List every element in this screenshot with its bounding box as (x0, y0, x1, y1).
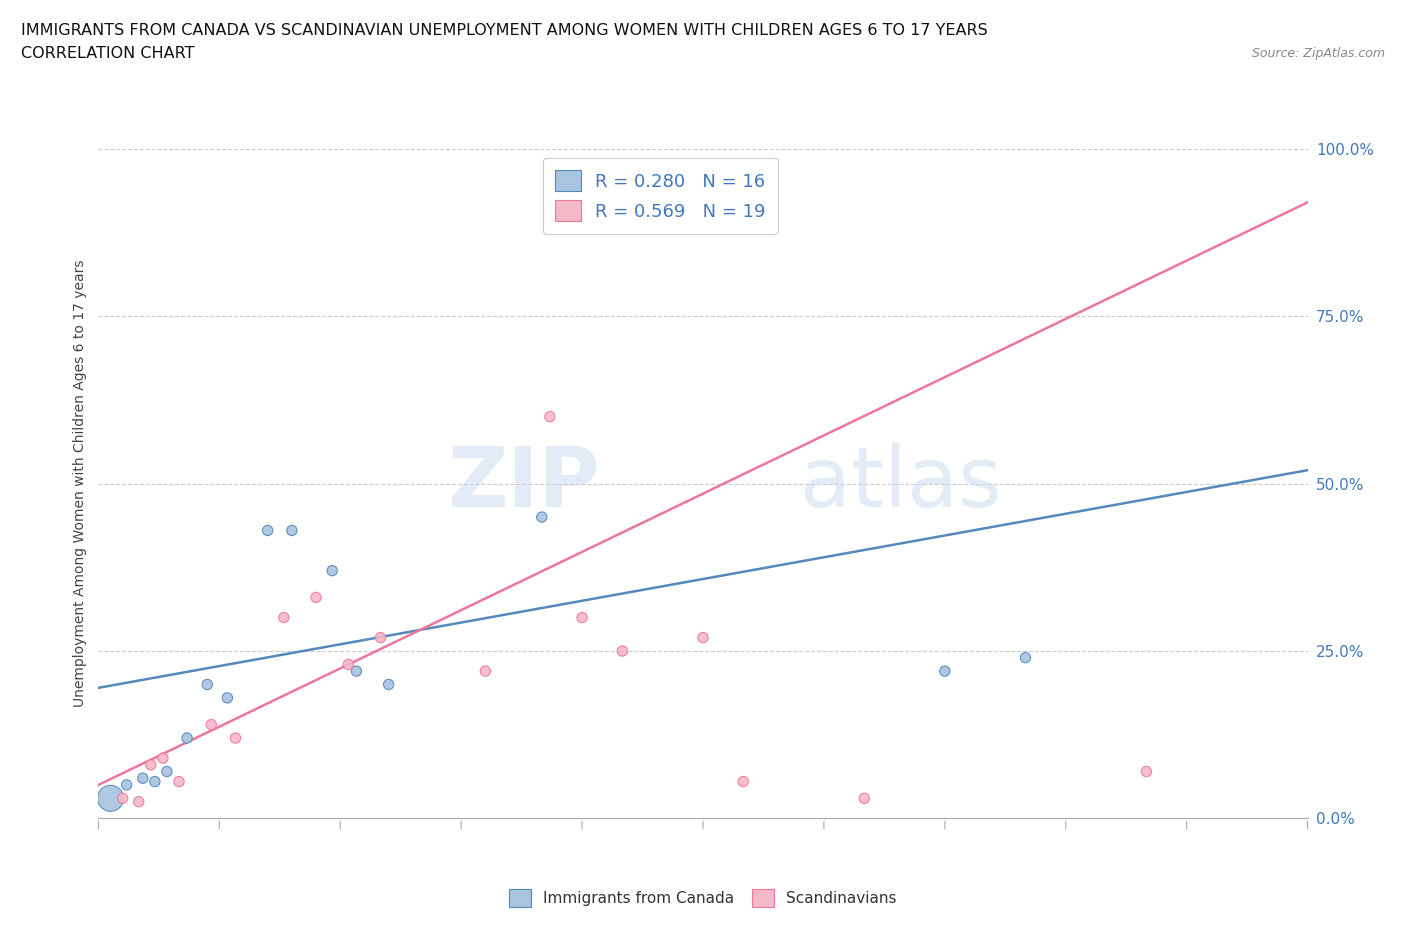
Point (321, 564, 343, 578)
Point (612, 644, 634, 658)
Text: ZIP: ZIP (447, 443, 600, 525)
Text: atlas: atlas (800, 443, 1001, 525)
Point (692, 631, 714, 645)
Point (167, 774, 190, 789)
Point (733, 774, 755, 789)
Point (256, 523, 278, 538)
Point (111, 790, 134, 805)
Point (152, 751, 174, 765)
Point (377, 677, 399, 692)
Point (538, 409, 561, 424)
Point (1014, 650, 1036, 665)
Point (132, 771, 155, 786)
Point (1135, 764, 1157, 779)
Point (344, 664, 367, 679)
Point (934, 664, 956, 679)
Point (224, 731, 246, 746)
Point (571, 610, 593, 625)
Point (217, 690, 239, 705)
Text: CORRELATION CHART: CORRELATION CHART (21, 46, 194, 61)
Point (530, 510, 553, 525)
Point (474, 664, 496, 679)
Point (195, 677, 218, 692)
Point (176, 731, 198, 746)
Point (200, 717, 222, 732)
Point (100, 790, 122, 805)
Point (156, 764, 179, 779)
Legend: Immigrants from Canada, Scandinavians: Immigrants from Canada, Scandinavians (503, 884, 903, 913)
Point (139, 757, 162, 772)
Legend: R = 0.280   N = 16, R = 0.569   N = 19: R = 0.280 N = 16, R = 0.569 N = 19 (543, 158, 779, 233)
Point (305, 590, 328, 604)
Point (370, 631, 392, 645)
Point (273, 610, 295, 625)
Point (143, 774, 166, 789)
Text: Source: ZipAtlas.com: Source: ZipAtlas.com (1251, 46, 1385, 60)
Point (853, 790, 876, 805)
Point (337, 657, 360, 671)
Text: IMMIGRANTS FROM CANADA VS SCANDINAVIAN UNEMPLOYMENT AMONG WOMEN WITH CHILDREN AG: IMMIGRANTS FROM CANADA VS SCANDINAVIAN U… (21, 23, 988, 38)
Y-axis label: Unemployment Among Women with Children Ages 6 to 17 years: Unemployment Among Women with Children A… (73, 259, 87, 708)
Point (281, 523, 304, 538)
Point (128, 794, 150, 809)
Point (115, 777, 138, 792)
